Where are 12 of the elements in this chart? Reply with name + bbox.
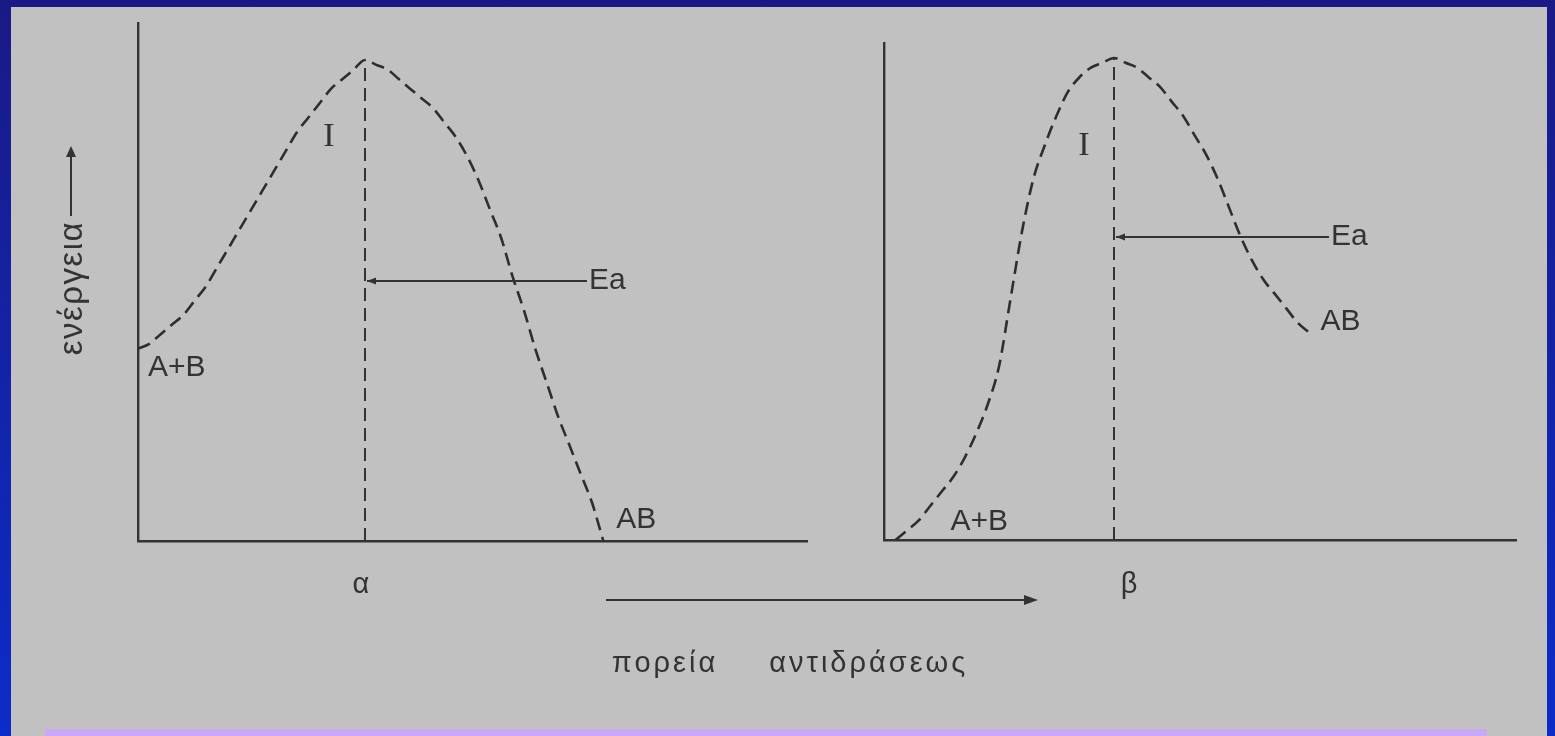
annotation: AB (1320, 302, 1361, 336)
annotation: A+B (950, 502, 1009, 536)
annotation: I (323, 115, 335, 153)
y-axis-title: ενέργεια (52, 220, 89, 356)
text: β (1120, 567, 1138, 599)
annotation: A+B (148, 348, 206, 382)
x-axis-title: πορεία αντιδράσεως (611, 645, 969, 679)
annotation: Ea (1331, 218, 1369, 252)
annotation: AB (616, 501, 657, 535)
text: α (352, 567, 370, 599)
annotation: Ea (588, 262, 626, 296)
annotation: I (1078, 124, 1090, 162)
